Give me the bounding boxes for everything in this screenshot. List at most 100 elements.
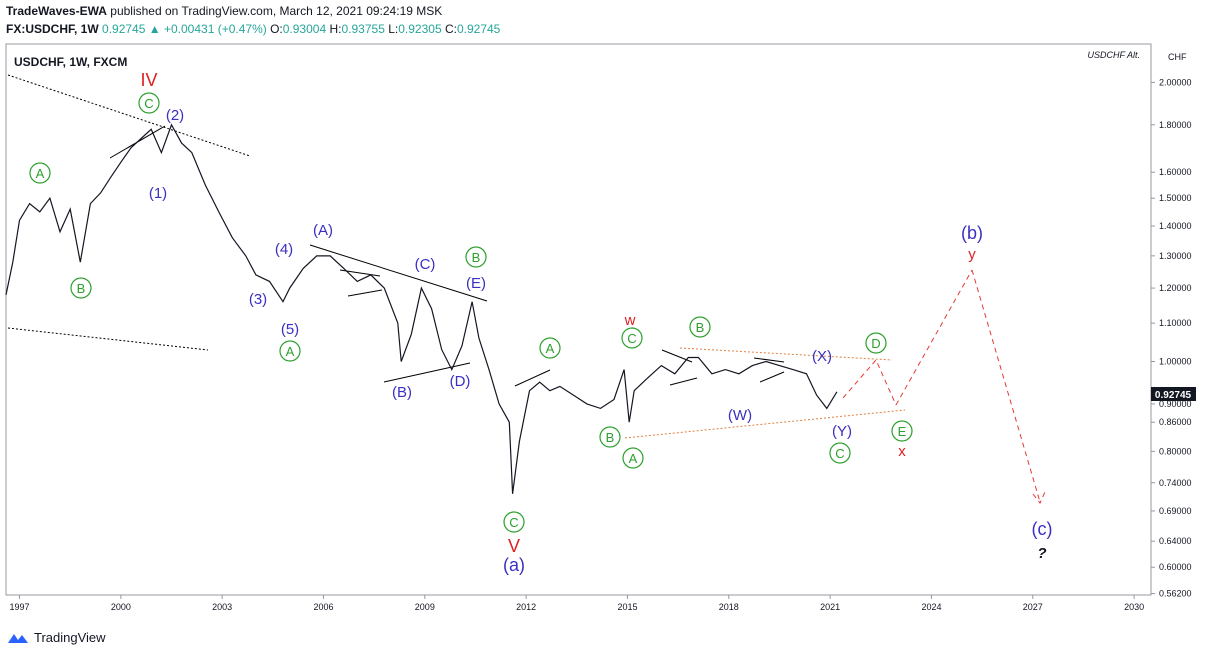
price-tick-label: 0.60000 bbox=[1159, 562, 1192, 572]
wave-label-iv: IV bbox=[140, 70, 157, 90]
currency-label: CHF bbox=[1168, 52, 1187, 62]
price-tick-label: 1.10000 bbox=[1159, 318, 1192, 328]
price-tick-label: 1.50000 bbox=[1159, 193, 1192, 203]
wave-label-circle bbox=[138, 92, 160, 114]
wave-label-l_D: D bbox=[871, 336, 880, 351]
wave-label-l_B: B bbox=[77, 281, 86, 296]
wave-labels: ABCIV(2)(1)(3)(4)(5)A(A)(B)(C)(D)(E)BCV(… bbox=[29, 70, 1053, 575]
symbol-line: FX:USDCHF, 1W bbox=[6, 22, 99, 36]
small-wedge-d bbox=[753, 357, 785, 363]
close-label: C: bbox=[444, 22, 457, 36]
triangle-lower-line bbox=[624, 409, 906, 439]
wave-label-l_A: A bbox=[36, 166, 45, 181]
wave-label-pB: (B) bbox=[392, 384, 412, 401]
publish-info: TradeWaves-EWA published on TradingView.… bbox=[6, 4, 442, 18]
footer: TradingView bbox=[6, 630, 106, 645]
time-tick-label: 1997 bbox=[9, 602, 29, 612]
time-tick-label: 2000 bbox=[111, 602, 131, 612]
upper-dotted-trendline bbox=[7, 74, 251, 157]
price-tick-label: 1.60000 bbox=[1159, 167, 1192, 177]
price-tick-label: 0.90000 bbox=[1159, 399, 1192, 409]
projection-arrow-head bbox=[1032, 491, 1046, 504]
wave-label-circle bbox=[465, 246, 487, 268]
wave-label-circle bbox=[891, 420, 913, 442]
time-tick-label: 2018 bbox=[719, 602, 739, 612]
wave-label-c_big: (c) bbox=[1032, 519, 1053, 539]
price-tag-box bbox=[1151, 387, 1196, 401]
high-label: H: bbox=[329, 22, 342, 36]
time-axis[interactable]: 1997 2000 2003 2006 2009 2012 2015 2018 2021 2024… bbox=[9, 595, 1144, 612]
wave-label-pA: (A) bbox=[313, 222, 333, 239]
wave-label-circle bbox=[829, 442, 851, 464]
wave-label-l_E: E bbox=[898, 424, 907, 439]
wave-label-l_A: A bbox=[286, 344, 295, 359]
wave-label-l_C: C bbox=[144, 96, 153, 111]
wave-label-p1: (1) bbox=[149, 185, 167, 202]
brand-name[interactable]: TradingView bbox=[34, 630, 106, 645]
price-tick-label: 0.56200 bbox=[1159, 589, 1192, 599]
alt-label: USDCHF Alt. bbox=[1087, 50, 1140, 60]
wave-label-p3: (3) bbox=[249, 291, 267, 308]
small-wedge-e bbox=[759, 371, 785, 383]
wave-label-circle bbox=[599, 426, 621, 448]
wave-label-y: y bbox=[968, 246, 976, 263]
wave-label-l_B: B bbox=[696, 320, 705, 335]
wave-label-l_C: C bbox=[835, 446, 844, 461]
channel-upper-line bbox=[309, 244, 488, 302]
small-wedge-a bbox=[514, 369, 551, 387]
wave-label-pW: (W) bbox=[728, 407, 752, 424]
price-change: +0.00431 (+0.47%) bbox=[163, 22, 267, 36]
wave-label-p2: (2) bbox=[166, 107, 184, 124]
price-tick-label: 0.69000 bbox=[1159, 506, 1192, 516]
price-series[interactable] bbox=[5, 123, 838, 494]
price-tick-label: 0.80000 bbox=[1159, 446, 1192, 456]
wave-label-pD: (D) bbox=[450, 373, 471, 390]
price-tag: 0.92745 bbox=[1155, 390, 1192, 401]
time-tick-label: 2012 bbox=[516, 602, 536, 612]
small-wedge-c bbox=[669, 377, 698, 386]
wave-label-l_A: A bbox=[629, 451, 638, 466]
wave-label-pE: (E) bbox=[466, 275, 486, 292]
published-text: published on TradingView.com, March 12, … bbox=[110, 4, 443, 18]
time-tick-label: 2015 bbox=[617, 602, 637, 612]
wave-label-l_C: C bbox=[509, 515, 518, 530]
wave-label-circle bbox=[539, 337, 561, 359]
projection-to-c bbox=[971, 269, 1041, 503]
wave-label-circle bbox=[621, 327, 643, 349]
price-tick-label: 1.30000 bbox=[1159, 251, 1192, 261]
wave-label-circle bbox=[29, 162, 51, 184]
tradingview-logo-icon bbox=[8, 633, 28, 643]
last-price: 0.92745 bbox=[102, 22, 146, 36]
low-label: L: bbox=[388, 22, 399, 36]
time-tick-label: 2009 bbox=[415, 602, 435, 612]
wave-label-pC: (C) bbox=[415, 256, 436, 273]
time-tick-label: 2003 bbox=[212, 602, 232, 612]
time-tick-label: 2027 bbox=[1023, 602, 1043, 612]
wave-label-pX: (X) bbox=[812, 348, 832, 365]
plot-frame bbox=[5, 43, 1152, 596]
price-tick-label: 0.64000 bbox=[1159, 536, 1192, 546]
wave-label-q: ? bbox=[1037, 545, 1046, 562]
wave-label-circle bbox=[865, 332, 887, 354]
wave-label-pY: (Y) bbox=[832, 423, 852, 440]
time-tick-label: 2024 bbox=[921, 602, 941, 612]
price-axis[interactable]: 2.00000 1.80000 1.60000 1.50000 1.40000 1.300… bbox=[1151, 77, 1192, 599]
open-value: 0.93004 bbox=[282, 22, 327, 36]
wave-label-l_B: B bbox=[472, 250, 481, 265]
projection-path bbox=[842, 269, 1046, 504]
price-tick-label: 1.00000 bbox=[1159, 357, 1192, 367]
time-tick-label: 2021 bbox=[820, 602, 840, 612]
low-value: 0.92305 bbox=[398, 22, 442, 36]
wave-label-v: V bbox=[508, 536, 520, 556]
wave-label-b_big: (b) bbox=[961, 223, 983, 243]
close-value: 0.92745 bbox=[456, 22, 501, 36]
symbol-label: USDCHF, 1W, FXCM bbox=[14, 55, 127, 69]
wave-label-l_B: B bbox=[606, 430, 615, 445]
publisher-name[interactable]: TradeWaves-EWA bbox=[6, 4, 107, 18]
price-tick-label: 1.20000 bbox=[1159, 283, 1192, 293]
wave-label-circle bbox=[689, 316, 711, 338]
time-tick-label: 2030 bbox=[1124, 602, 1144, 612]
lower-dotted-trendline bbox=[7, 327, 209, 351]
up-arrow-icon: ▲ bbox=[148, 22, 161, 36]
